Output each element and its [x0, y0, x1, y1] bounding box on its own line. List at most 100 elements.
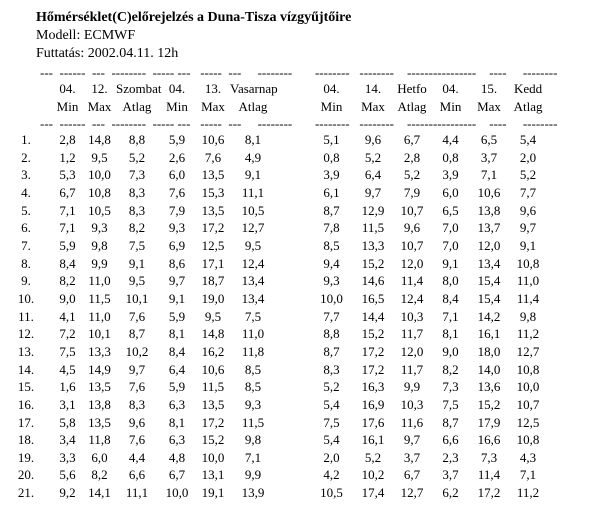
value-cell: 7,3 — [442, 379, 459, 395]
value-cell: 5,9 — [168, 308, 186, 324]
value-cell: 10,6 — [477, 184, 501, 200]
header-stat-cell: Atlag — [122, 99, 152, 114]
value-cell: 0,8 — [323, 149, 340, 165]
value-cell: 5,4 — [323, 432, 340, 448]
value-cell: 17,2 — [361, 343, 385, 359]
value-cell: 5,9 — [168, 379, 186, 395]
table-row: 11. 4,1 11,0 7,6 5,9 9,5 7,5 7,7 14,4 10,3 7,1 14,2… — [0, 308, 548, 326]
value-cell: 8,5 — [323, 237, 340, 253]
value-cell: 7,5 — [244, 308, 262, 324]
value-cell: 9,6 — [519, 202, 537, 218]
header-stat-cell: Max — [361, 99, 385, 114]
column-spacer — [276, 131, 310, 149]
value-cell: 6,7 — [403, 467, 421, 483]
value-cell: 3,9 — [442, 167, 459, 183]
value-cell: 14,2 — [477, 308, 501, 324]
value-cell: 7,1 — [442, 308, 459, 324]
value-cell: 8,2 — [442, 361, 459, 377]
value-cell: 12,5 — [516, 414, 540, 430]
value-cell: 17,4 — [361, 485, 385, 501]
value-cell: 6,3 — [168, 432, 186, 448]
row-number-cell: 21. — [17, 485, 35, 501]
value-cell: 11,2 — [516, 326, 540, 342]
header-day-cell: Vasarnap — [230, 81, 278, 96]
value-cell: 9,6 — [364, 132, 382, 147]
value-cell: 9,8 — [244, 432, 262, 448]
value-cell: 9,6 — [403, 220, 421, 236]
value-cell: 8,5 — [244, 379, 262, 395]
value-cell: 19,0 — [201, 290, 225, 306]
value-cell: 11,7 — [400, 361, 424, 377]
value-cell: 9,7 — [168, 273, 186, 289]
row-number-cell: 5. — [21, 202, 31, 218]
value-cell: 9,3 — [91, 220, 108, 236]
value-cell: 9,7 — [364, 184, 382, 200]
header-stat-cell: Min — [320, 99, 343, 114]
value-cell: 13,9 — [241, 485, 265, 501]
value-cell: 17,2 — [361, 361, 385, 377]
column-spacer — [276, 80, 310, 98]
value-cell: 11,7 — [400, 326, 424, 342]
value-cell: 5,4 — [323, 396, 340, 412]
table-row: 3. 5,3 10,0 7,3 6,0 13,5 9,1 3,9 6,4 5,2 3,9 7,1 5,2 — [0, 166, 548, 184]
value-cell: 7,0 — [442, 237, 459, 253]
value-cell: 6,7 — [168, 467, 186, 483]
value-cell: 6,5 — [442, 202, 459, 218]
value-cell: 10,7 — [400, 202, 424, 218]
value-cell: 2,0 — [323, 449, 340, 465]
value-cell: 8,3 — [128, 184, 146, 200]
value-cell: 14,1 — [88, 485, 111, 501]
value-cell: 16,5 — [361, 290, 385, 306]
value-cell: 14,6 — [361, 273, 385, 289]
value-cell: 8,1 — [168, 326, 186, 342]
value-cell: 9,0 — [442, 343, 459, 359]
value-cell: 8,1 — [168, 414, 186, 430]
value-cell: 2,8 — [403, 149, 421, 165]
value-cell: 5,2 — [128, 149, 146, 165]
value-cell: 9,9 — [91, 255, 108, 271]
column-spacer — [276, 184, 310, 202]
value-cell: 9,3 — [323, 273, 340, 289]
row-number-cell: 6. — [21, 220, 31, 236]
value-cell: 11,0 — [516, 273, 540, 289]
value-cell: 10,8 — [88, 184, 111, 200]
value-cell: 13,4 — [241, 290, 265, 306]
row-number-cell — [0, 98, 52, 116]
value-cell: 5,8 — [59, 414, 76, 430]
column-spacer — [276, 325, 310, 343]
value-cell: 13,8 — [477, 202, 501, 218]
header-stat-cell: Min — [166, 99, 188, 114]
value-cell: 13,5 — [201, 396, 225, 412]
header-day-cell: 04. — [168, 81, 186, 96]
value-cell: 4,3 — [519, 449, 537, 465]
value-cell: 10,1 — [88, 326, 111, 342]
value-cell: 5,6 — [59, 467, 76, 483]
value-cell: 9,0 — [59, 290, 76, 306]
header-stat-cell: Atlag — [238, 99, 268, 114]
value-cell: 16,3 — [361, 379, 385, 395]
value-cell: 5,2 — [323, 379, 340, 395]
value-cell: 9,3 — [244, 396, 262, 412]
value-cell: 16,6 — [477, 432, 501, 448]
value-cell: 6,7 — [59, 184, 76, 200]
value-cell: 8,7 — [128, 326, 146, 342]
value-cell: 13,3 — [361, 237, 385, 253]
value-cell: 14,0 — [477, 361, 501, 377]
value-cell: 16,9 — [361, 396, 385, 412]
value-cell: 7,9 — [403, 184, 421, 200]
value-cell: 7,0 — [442, 220, 459, 236]
value-cell: 6,0 — [91, 449, 108, 465]
header-day-cell: 15. — [480, 81, 498, 96]
value-cell: 9,9 — [403, 379, 421, 395]
value-cell: 3,7 — [480, 149, 498, 165]
value-cell: 15,4 — [477, 273, 501, 289]
forecast-table: --- ------ --- -------- ----- --- ----- … — [0, 65, 558, 502]
value-cell: 8,5 — [244, 361, 262, 377]
value-cell: 11,0 — [88, 273, 111, 289]
value-cell: 8,3 — [128, 396, 146, 412]
value-cell: 8,8 — [323, 326, 340, 342]
value-cell: 9,3 — [168, 220, 186, 236]
value-cell: 1,6 — [59, 379, 76, 395]
value-cell: 11,2 — [516, 485, 540, 501]
run-line: Futtatás: 2002.04.11. 12h — [36, 46, 179, 61]
